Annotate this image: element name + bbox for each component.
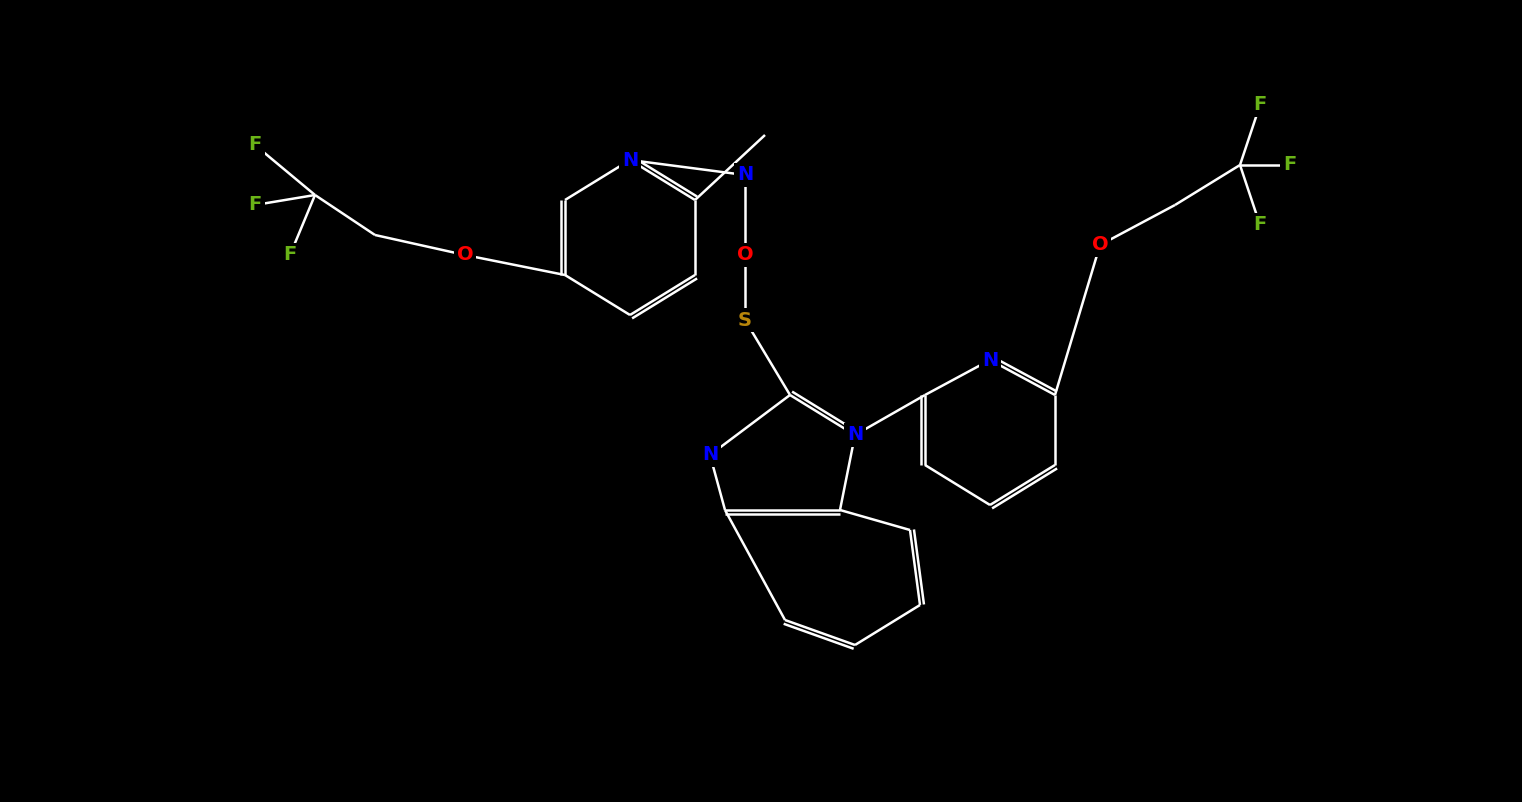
Text: F: F [248, 196, 262, 214]
Text: F: F [248, 136, 262, 155]
Text: F: F [1283, 156, 1297, 175]
Text: F: F [1254, 216, 1266, 234]
Text: O: O [1091, 236, 1108, 254]
Text: S: S [738, 310, 752, 330]
Text: N: N [846, 426, 863, 444]
Text: F: F [283, 245, 297, 265]
Text: F: F [1254, 95, 1266, 115]
Text: N: N [622, 151, 638, 169]
Text: N: N [737, 165, 753, 184]
Text: N: N [702, 445, 718, 464]
Text: O: O [457, 245, 473, 265]
Text: N: N [982, 350, 998, 370]
Text: O: O [737, 245, 753, 265]
